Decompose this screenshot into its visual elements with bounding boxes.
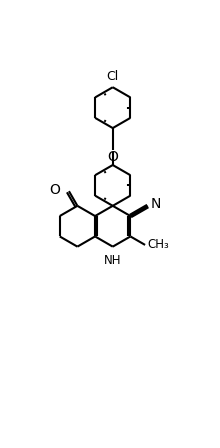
Text: O: O — [107, 151, 118, 164]
Text: Cl: Cl — [107, 69, 119, 82]
Text: N: N — [151, 197, 161, 211]
Text: CH₃: CH₃ — [147, 238, 169, 251]
Text: O: O — [49, 183, 60, 198]
Text: NH: NH — [104, 254, 121, 267]
